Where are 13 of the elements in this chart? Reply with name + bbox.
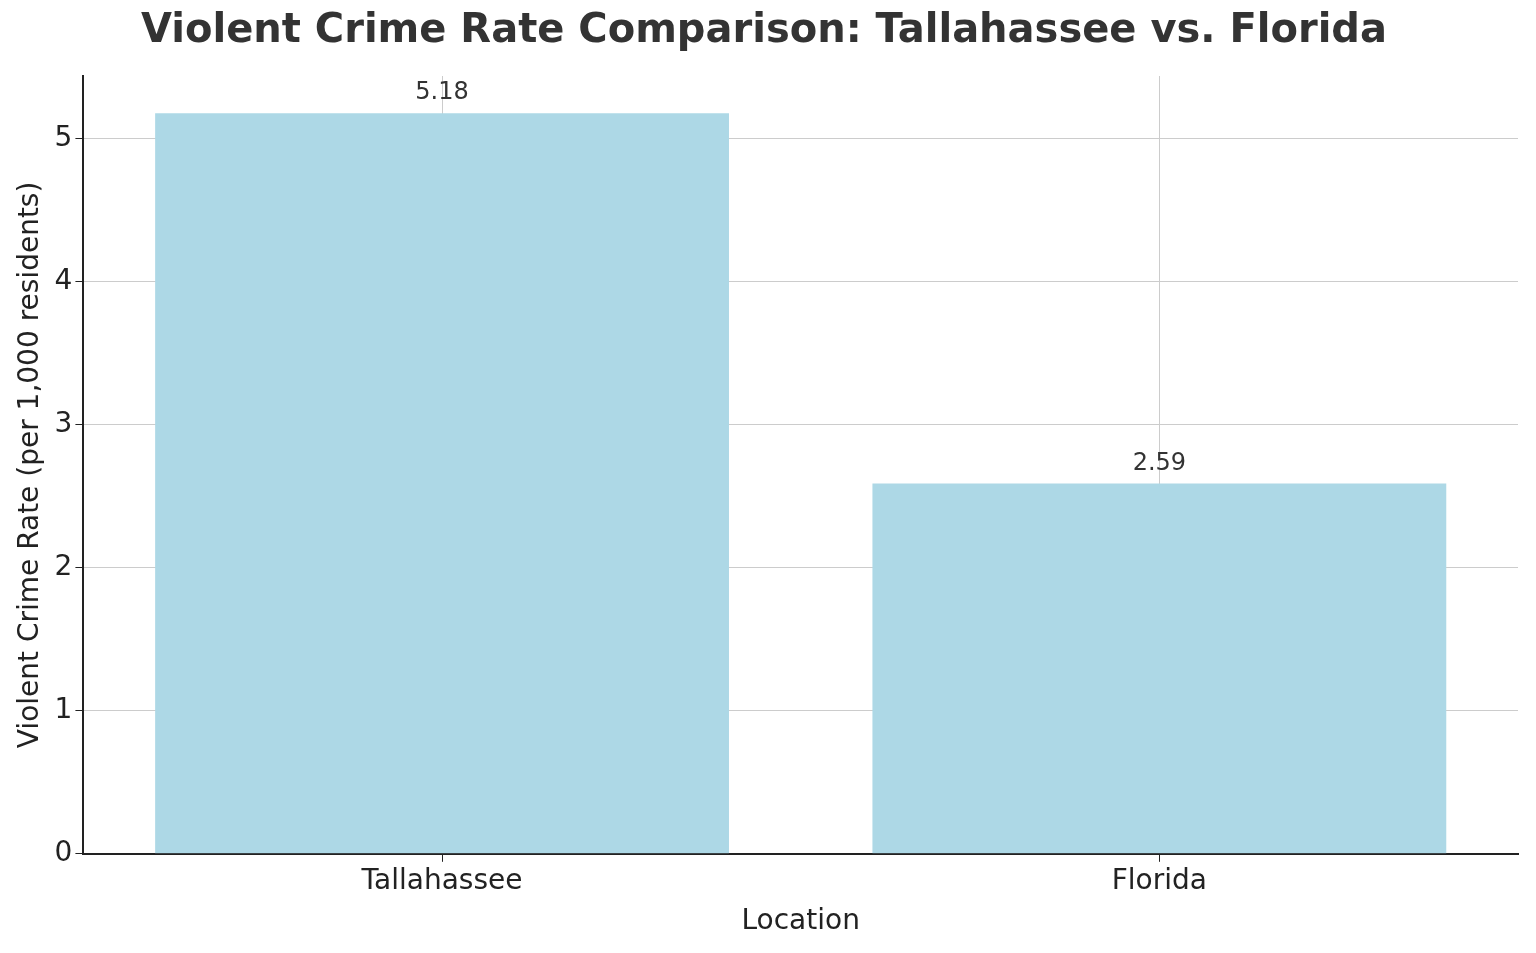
y-tick-label: 1 <box>54 692 73 726</box>
y-tick-label: 4 <box>54 263 73 297</box>
chart-title: Violent Crime Rate Comparison: Tallahassee vs. Florida <box>141 5 1387 52</box>
y-axis-title: Violent Crime Rate (per 1,000 residents) <box>12 181 46 749</box>
y-tick-label: 5 <box>54 120 73 154</box>
x-tick-label: Florida <box>1111 862 1207 896</box>
x-axis-title: Location <box>741 903 860 937</box>
x-tick-label: Tallahassee <box>360 862 523 896</box>
y-tick-label: 0 <box>54 835 73 869</box>
data-label: 5.18 <box>415 77 469 106</box>
y-tick-label: 2 <box>54 549 73 583</box>
data-label: 2.59 <box>1132 447 1187 476</box>
y-tick-label: 3 <box>54 406 73 440</box>
